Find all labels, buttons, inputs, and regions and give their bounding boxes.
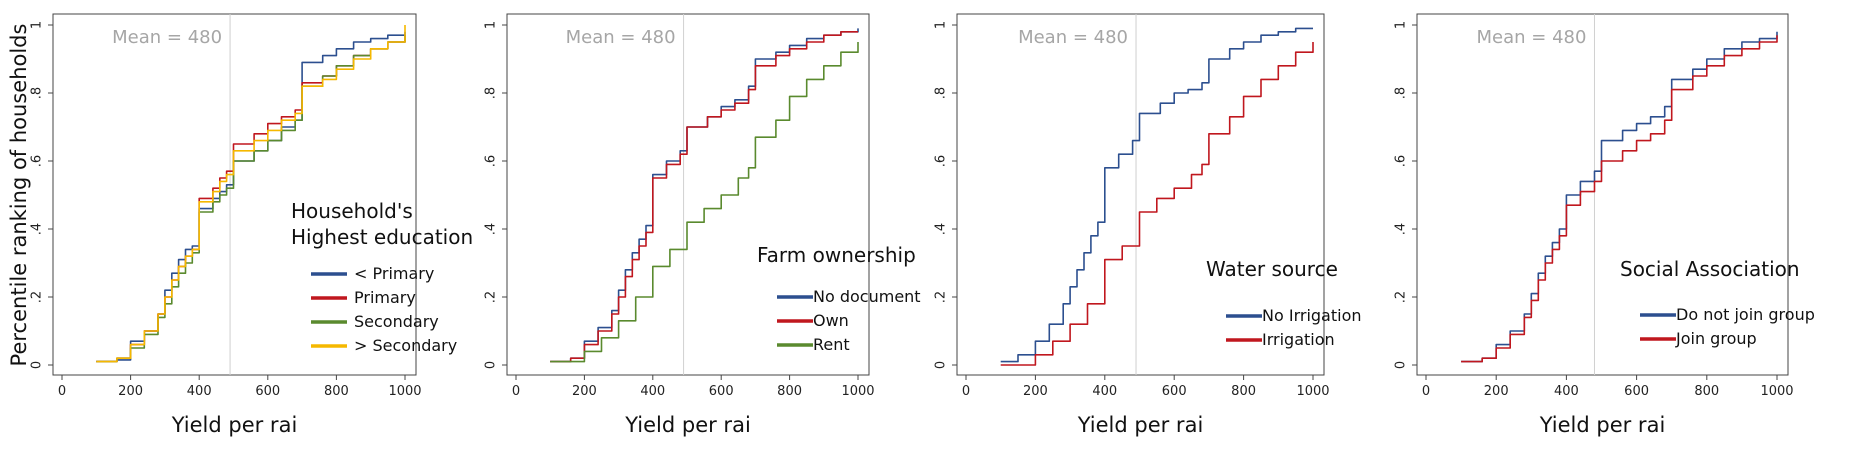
- y-axis-label: Percentile ranking of households: [7, 24, 31, 367]
- x-tick-label: 200: [1484, 384, 1509, 399]
- y-tick-label: 1: [30, 21, 45, 29]
- chart-panel-3: 0 .2 .4 .6 .8 1 0 200 400 600 800 1000 Yield per rai…: [934, 13, 1362, 437]
- mean-annotation: Mean = 480: [1477, 27, 1587, 48]
- series-line-1: [1461, 31, 1778, 363]
- x-axis-label: Yield per rai: [171, 413, 298, 437]
- y-tick-label: 1: [484, 21, 499, 29]
- y-tick-label: .4: [1394, 223, 1409, 235]
- x-axis-label: Yield per rai: [1077, 413, 1204, 437]
- y-tick-label: .4: [30, 223, 45, 235]
- legend-label: > Secondary: [354, 336, 457, 355]
- y-tick-label: .6: [30, 155, 45, 167]
- y-tick-label: 0: [1394, 361, 1409, 369]
- x-axis-label: Yield per rai: [624, 413, 751, 437]
- y-tick-label: .2: [1394, 291, 1409, 303]
- legend-label: < Primary: [354, 264, 434, 283]
- legend-label: Rent: [813, 335, 850, 354]
- plot-frame: [52, 13, 417, 376]
- x-tick-label: 800: [324, 384, 349, 399]
- x-tick-label: 200: [118, 384, 143, 399]
- legend-title: Household's: [291, 199, 413, 223]
- y-tick-label: .4: [934, 223, 949, 235]
- series-line-1: [550, 28, 859, 363]
- y-tick-label: .8: [1394, 87, 1409, 99]
- legend-label: Join group: [1675, 329, 1757, 348]
- y-tick-label: .8: [30, 87, 45, 99]
- legend-label: Irrigation: [1262, 330, 1335, 349]
- x-tick-label: 400: [640, 384, 665, 399]
- x-axis-label: Yield per rai: [1539, 413, 1666, 437]
- x-tick-label: 200: [1023, 384, 1048, 399]
- plot-frame: [1416, 13, 1789, 376]
- x-tick-label: 800: [1694, 384, 1719, 399]
- x-tick-label: 400: [187, 384, 212, 399]
- y-tick-label: .6: [934, 155, 949, 167]
- x-tick-label: 800: [777, 384, 802, 399]
- x-tick-label: 1000: [1296, 384, 1329, 399]
- chart-panel-2: 0 .2 .4 .6 .8 1 0 200 400 600 800 1000 Yield per rai…: [484, 13, 921, 437]
- x-tick-label: 1000: [388, 384, 421, 399]
- mean-annotation: Mean = 480: [566, 27, 676, 48]
- y-tick-label: .6: [484, 155, 499, 167]
- legend-title: Social Association: [1620, 257, 1800, 281]
- legend: Farm ownership No document Own Rent: [757, 243, 921, 354]
- x-tick-label: 0: [58, 384, 66, 399]
- series-line-3: [550, 42, 859, 363]
- legend-label: Secondary: [354, 312, 439, 331]
- mean-annotation: Mean = 480: [1018, 27, 1128, 48]
- y-tick-label: .8: [934, 87, 949, 99]
- legend-title: Farm ownership: [757, 243, 916, 267]
- series-line-2: [1461, 35, 1778, 363]
- x-tick-label: 1000: [1760, 384, 1793, 399]
- x-tick-label: 600: [1162, 384, 1187, 399]
- y-tick-label: .2: [484, 291, 499, 303]
- x-tick-label: 600: [709, 384, 734, 399]
- y-tick-label: .8: [484, 87, 499, 99]
- x-tick-label: 600: [1624, 384, 1649, 399]
- y-tick-label: .2: [30, 291, 45, 303]
- x-tick-label: 0: [1422, 384, 1430, 399]
- series-line-2: [550, 31, 858, 363]
- y-tick-label: 0: [934, 361, 949, 369]
- legend-title: Water source: [1206, 257, 1338, 281]
- chart-panel-1: 0 .2 .4 .6 .8 1 0 200 400 600 800 1000 Yield per rai…: [30, 13, 473, 437]
- x-tick-label: 0: [962, 384, 970, 399]
- y-tick-label: .4: [484, 223, 499, 235]
- series-line-2: [1000, 42, 1314, 366]
- chart-panel-4: 0 .2 .4 .6 .8 1 0 200 400 600 800 1000 Yield per rai…: [1394, 13, 1815, 437]
- y-tick-label: 0: [30, 361, 45, 369]
- y-tick-label: .6: [1394, 155, 1409, 167]
- x-tick-label: 800: [1231, 384, 1256, 399]
- x-tick-label: 0: [512, 384, 520, 399]
- y-tick-label: 1: [934, 21, 949, 29]
- plot-frame: [506, 13, 870, 376]
- legend-title: Highest education: [291, 225, 473, 249]
- legend: Social Association Do not join group Join …: [1620, 257, 1815, 348]
- x-tick-label: 200: [572, 384, 597, 399]
- mean-annotation: Mean = 480: [112, 27, 222, 48]
- x-tick-label: 400: [1554, 384, 1579, 399]
- series-line-4: [96, 25, 406, 363]
- legend-label: No document: [813, 287, 921, 306]
- y-tick-label: 0: [484, 361, 499, 369]
- x-tick-label: 1000: [841, 384, 874, 399]
- series-line-1: [1000, 27, 1313, 363]
- x-tick-label: 600: [255, 384, 280, 399]
- x-tick-label: 400: [1092, 384, 1117, 399]
- legend-label: No Irrigation: [1262, 306, 1362, 325]
- legend-label: Own: [813, 311, 849, 330]
- y-tick-label: .2: [934, 291, 949, 303]
- legend-label: Do not join group: [1676, 305, 1815, 324]
- legend-label: Primary: [354, 288, 416, 307]
- plot-frame: [956, 13, 1325, 376]
- legend: Water source No Irrigation Irrigation: [1206, 257, 1362, 349]
- y-tick-label: 1: [1394, 21, 1409, 29]
